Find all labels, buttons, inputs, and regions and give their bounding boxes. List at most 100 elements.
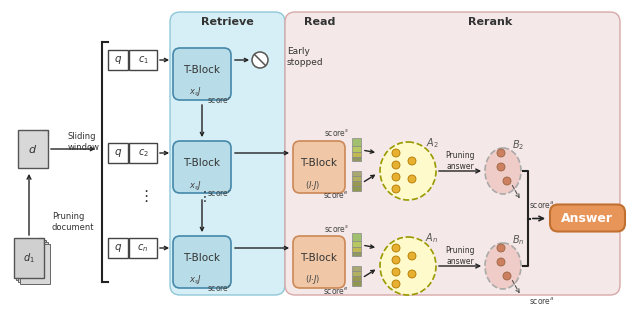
FancyBboxPatch shape	[173, 141, 231, 193]
Bar	[108, 50, 128, 70]
Text: T-Block: T-Block	[184, 65, 221, 75]
Bar	[16, 240, 46, 280]
Text: Pruning
answer: Pruning answer	[445, 246, 475, 266]
Text: score$^s$: score$^s$	[324, 128, 349, 139]
Text: $q$: $q$	[114, 147, 122, 159]
Text: $c_2$: $c_2$	[138, 147, 148, 159]
Bar	[352, 181, 361, 186]
Bar	[352, 281, 361, 286]
Text: score$^e$: score$^e$	[323, 190, 349, 201]
FancyBboxPatch shape	[173, 236, 231, 288]
Circle shape	[497, 244, 505, 252]
Text: score$^r$: score$^r$	[207, 282, 232, 294]
Text: Answer: Answer	[561, 212, 613, 225]
Circle shape	[392, 185, 400, 193]
Text: T-Block: T-Block	[184, 253, 221, 263]
Text: $c_n$: $c_n$	[138, 242, 148, 254]
Bar	[14, 238, 44, 278]
Text: $c_1$: $c_1$	[138, 54, 148, 66]
Circle shape	[503, 177, 511, 185]
Text: Early
stopped: Early stopped	[287, 47, 324, 67]
Text: score$^a$: score$^a$	[529, 200, 555, 211]
Circle shape	[392, 268, 400, 276]
Text: $d$: $d$	[28, 143, 38, 155]
Text: Rerank: Rerank	[468, 17, 512, 27]
Bar	[18, 242, 48, 282]
Bar	[352, 241, 361, 247]
Text: $\vdots$: $\vdots$	[197, 189, 207, 203]
Text: Read: Read	[304, 17, 336, 27]
Bar	[18, 130, 48, 168]
Bar	[352, 233, 361, 241]
Ellipse shape	[380, 142, 436, 200]
Bar	[108, 143, 128, 163]
Text: T-Block: T-Block	[184, 158, 221, 168]
Bar	[352, 252, 361, 256]
FancyBboxPatch shape	[293, 236, 345, 288]
Text: $q$: $q$	[114, 54, 122, 66]
Bar	[352, 152, 361, 157]
Text: $\vdots$: $\vdots$	[138, 188, 148, 204]
Ellipse shape	[380, 237, 436, 295]
Text: score$^r$: score$^r$	[207, 187, 232, 199]
FancyBboxPatch shape	[173, 48, 231, 100]
Bar	[352, 266, 361, 271]
Bar	[129, 143, 157, 163]
FancyBboxPatch shape	[550, 204, 625, 232]
Text: Pruning
answer: Pruning answer	[445, 151, 475, 171]
Circle shape	[408, 270, 416, 278]
FancyBboxPatch shape	[293, 141, 345, 193]
Text: $x_sJ$: $x_sJ$	[189, 274, 202, 287]
Circle shape	[392, 149, 400, 157]
Text: $A_n$: $A_n$	[426, 231, 438, 245]
Circle shape	[392, 256, 400, 264]
Text: $(I{\cdot}J)$: $(I{\cdot}J)$	[305, 274, 321, 287]
Text: $(I{\cdot}J)$: $(I{\cdot}J)$	[305, 179, 321, 192]
Text: Retrieve: Retrieve	[200, 17, 253, 27]
Text: Sliding
window: Sliding window	[68, 132, 100, 152]
Bar	[352, 146, 361, 152]
Bar	[129, 238, 157, 258]
Text: $q$: $q$	[114, 242, 122, 254]
Text: $A_2$: $A_2$	[426, 136, 438, 150]
Bar	[352, 138, 361, 146]
Circle shape	[392, 244, 400, 252]
Text: T-Block: T-Block	[301, 158, 337, 168]
Text: $B_n$: $B_n$	[512, 233, 524, 247]
Text: score$^a$: score$^a$	[529, 295, 555, 306]
Text: $x_sJ$: $x_sJ$	[189, 86, 202, 99]
Text: T-Block: T-Block	[301, 253, 337, 263]
Circle shape	[392, 161, 400, 169]
Ellipse shape	[485, 148, 521, 194]
Bar	[20, 244, 50, 284]
Text: $x_sJ$: $x_sJ$	[189, 179, 202, 192]
Bar	[129, 50, 157, 70]
Text: $B_2$: $B_2$	[512, 138, 524, 152]
Text: score$^r$: score$^r$	[207, 94, 232, 106]
Ellipse shape	[485, 243, 521, 289]
Text: $d_1$: $d_1$	[23, 251, 35, 265]
Circle shape	[408, 157, 416, 165]
Circle shape	[497, 258, 505, 266]
Circle shape	[252, 52, 268, 68]
Circle shape	[392, 173, 400, 181]
Bar	[108, 238, 128, 258]
Bar	[352, 247, 361, 252]
FancyBboxPatch shape	[285, 12, 620, 295]
Bar	[352, 186, 361, 191]
Circle shape	[497, 149, 505, 157]
Text: score$^s$: score$^s$	[324, 223, 349, 234]
Bar	[352, 157, 361, 161]
Circle shape	[408, 252, 416, 260]
Circle shape	[503, 272, 511, 280]
Bar	[352, 271, 361, 276]
Circle shape	[392, 280, 400, 288]
Circle shape	[408, 175, 416, 183]
Bar	[352, 276, 361, 281]
Circle shape	[497, 163, 505, 171]
Bar	[352, 176, 361, 181]
Bar	[352, 171, 361, 176]
Text: Pruning
document: Pruning document	[52, 212, 95, 232]
Text: score$^e$: score$^e$	[323, 285, 349, 296]
FancyBboxPatch shape	[170, 12, 285, 295]
